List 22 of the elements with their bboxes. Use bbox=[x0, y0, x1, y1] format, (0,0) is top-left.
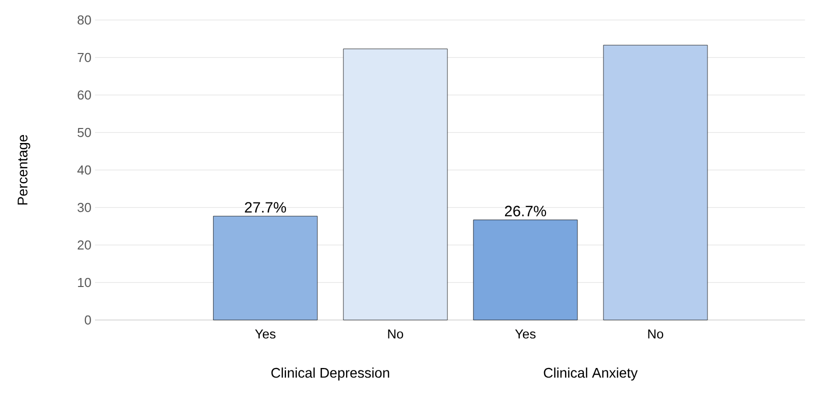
x-tick-label: No bbox=[388, 330, 404, 339]
y-axis-title: Percentage bbox=[18, 134, 30, 205]
data-label: 26.7% bbox=[504, 206, 546, 216]
y-tick-label: 20 bbox=[78, 240, 91, 250]
y-tick-label: 40 bbox=[77, 165, 91, 175]
y-tick-label: 80 bbox=[78, 15, 91, 25]
y-tick-label: 70 bbox=[78, 52, 91, 62]
bar bbox=[473, 220, 578, 320]
text: Clinical Depression bbox=[271, 368, 390, 381]
bar bbox=[603, 44, 708, 320]
bar bbox=[343, 48, 448, 320]
x-tick-label: Yes bbox=[255, 330, 276, 339]
bar bbox=[213, 216, 318, 320]
y-tick-label: 0 bbox=[84, 315, 91, 325]
x-tick-label: Yes bbox=[515, 330, 536, 339]
data-label: 27.7% bbox=[244, 202, 286, 213]
y-tick-label: 30 bbox=[78, 202, 91, 212]
x-tick-label: No bbox=[648, 330, 664, 339]
text: Clinical Anxiety bbox=[544, 368, 638, 381]
y-tick-label: 50 bbox=[78, 128, 91, 138]
y-tick-label: 60 bbox=[78, 90, 91, 100]
y-tick-label: 10 bbox=[78, 278, 91, 288]
